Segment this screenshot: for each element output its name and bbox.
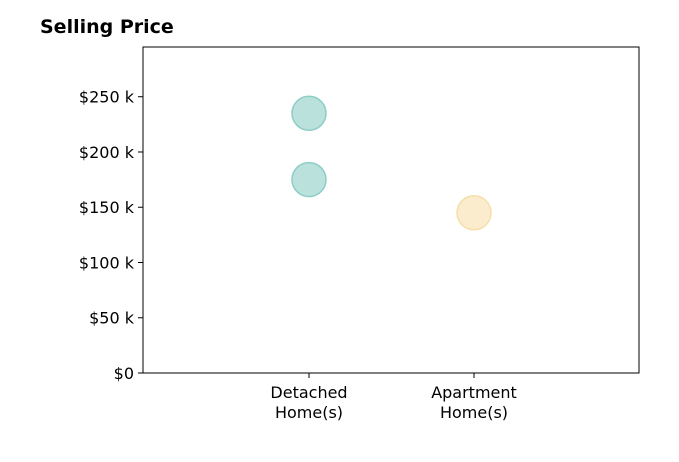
x-tick-label: Home(s) <box>440 403 508 422</box>
y-tick-label: $250 k <box>79 88 135 107</box>
y-tick-label: $50 k <box>89 309 135 328</box>
data-point[interactable] <box>291 161 327 198</box>
y-tick-label: $200 k <box>79 143 135 162</box>
y-tick-label: $0 <box>114 364 134 383</box>
y-tick-label: $150 k <box>79 198 135 217</box>
data-point[interactable] <box>456 195 492 231</box>
x-tick-label: Home(s) <box>275 403 343 422</box>
x-tick-label: Apartment <box>431 383 517 402</box>
x-tick-label: Detached <box>270 383 347 402</box>
data-point[interactable] <box>291 95 327 132</box>
y-tick-label: $100 k <box>79 253 135 272</box>
plot-area: $0$50 k$100 k$150 k$200 k$250 kDetachedH… <box>79 46 640 422</box>
plot-frame <box>142 46 640 374</box>
chart-title: Selling Price <box>40 16 174 38</box>
